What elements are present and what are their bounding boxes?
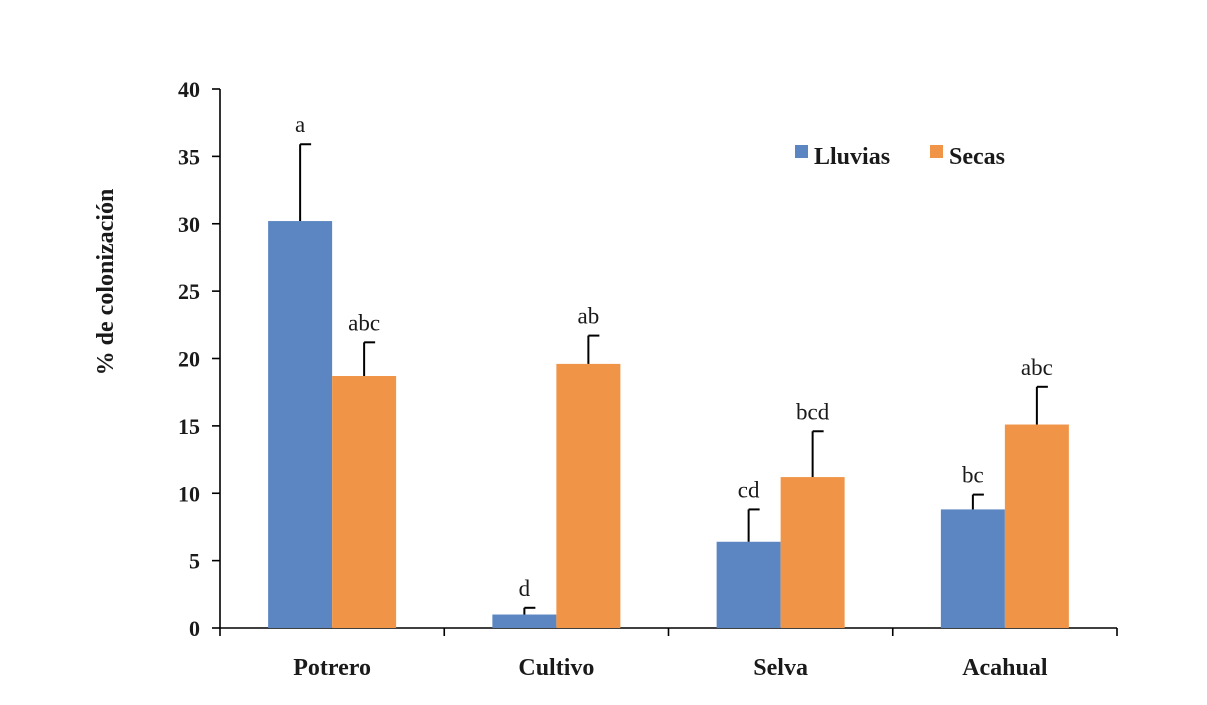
significance-label: abc xyxy=(348,310,380,335)
bar-secas-cultivo xyxy=(556,363,621,628)
x-category-label: Potrero xyxy=(293,655,371,681)
significance-label: cd xyxy=(738,477,760,502)
bar-lluvias-potrero xyxy=(268,221,333,628)
significance-label: bc xyxy=(962,463,984,488)
legend-swatch-secas xyxy=(930,145,943,158)
y-tick-label: 35 xyxy=(178,144,200,169)
x-category-label: Cultivo xyxy=(518,655,594,681)
significance-label: bcd xyxy=(796,399,830,424)
y-tick-label: 5 xyxy=(189,549,200,574)
significance-label: d xyxy=(519,576,531,601)
y-tick-label: 40 xyxy=(178,77,200,102)
bar-lluvias-selva xyxy=(716,541,781,628)
legend-label-secas: Secas xyxy=(949,144,1005,170)
x-category-label: Selva xyxy=(753,655,808,681)
significance-label: ab xyxy=(578,304,600,329)
y-axis-label: % de colonización xyxy=(93,189,119,376)
y-tick-label: 30 xyxy=(178,212,200,237)
x-category-label: Acahual xyxy=(962,655,1048,681)
y-tick-label: 25 xyxy=(178,279,200,304)
bar-secas-acahual xyxy=(1004,424,1069,628)
bar-lluvias-cultivo xyxy=(492,614,557,628)
bars xyxy=(268,221,1069,628)
y-tick-label: 15 xyxy=(178,414,200,439)
significance-labels: a d cd bc abc ab bcd abc xyxy=(295,112,1053,601)
error-bars xyxy=(299,143,1048,615)
y-tick-label: 10 xyxy=(178,481,200,506)
legend: Lluvias Secas xyxy=(795,144,1005,170)
legend-swatch-lluvias xyxy=(795,145,808,158)
bar-lluvias-acahual xyxy=(940,509,1005,628)
y-tick-label: 20 xyxy=(178,347,200,372)
bar-secas-potrero xyxy=(332,376,397,628)
significance-label: a xyxy=(295,112,305,137)
bar-secas-selva xyxy=(780,477,845,628)
significance-label: abc xyxy=(1021,355,1053,380)
axes: 0 5 10 15 20 25 30 35 40 Potrero Cultivo Selva Acahu… xyxy=(178,77,1118,681)
y-tick-label: 0 xyxy=(189,616,200,641)
legend-label-lluvias: Lluvias xyxy=(814,144,890,170)
